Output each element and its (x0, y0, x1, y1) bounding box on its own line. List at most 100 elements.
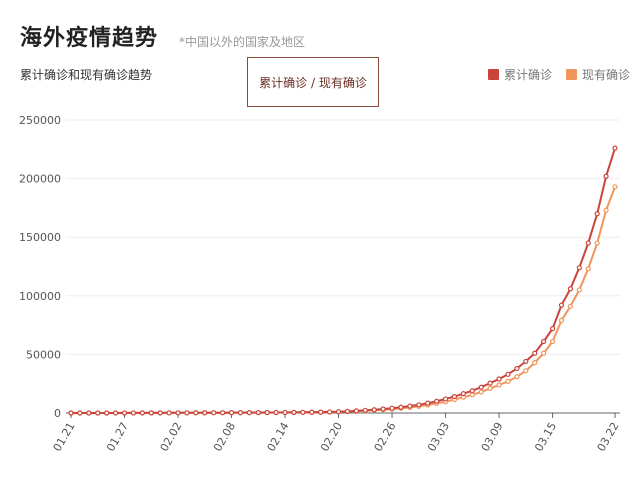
data-point (594, 211, 600, 217)
data-point (478, 389, 484, 395)
x-tick-label: 02.02 (158, 420, 185, 454)
data-point (362, 407, 368, 413)
data-point (398, 404, 404, 410)
data-point (389, 405, 395, 411)
y-tick-label: 200000 (19, 173, 61, 186)
y-tick-label: 0 (54, 407, 61, 420)
data-point (77, 410, 83, 416)
data-point (202, 410, 208, 416)
data-point (148, 410, 154, 416)
data-point (309, 409, 315, 415)
legend-item-cumulative[interactable]: 累计确诊 (487, 66, 552, 83)
data-point (273, 409, 279, 416)
data-point (416, 402, 422, 408)
legend-item-current[interactable]: 现有确诊 (565, 66, 630, 83)
data-point (68, 410, 74, 416)
data-point (434, 398, 440, 404)
x-tick-label: 01.21 (51, 420, 78, 454)
data-point (469, 388, 475, 394)
data-point (353, 408, 359, 414)
data-point (344, 408, 351, 414)
data-point (104, 410, 110, 416)
data-point (282, 409, 288, 416)
data-point (594, 240, 600, 246)
legend: 累计确诊 现有确诊 (487, 66, 630, 83)
y-tick-label: 50000 (26, 348, 61, 361)
data-point (469, 392, 475, 398)
data-point (541, 350, 547, 356)
data-point (532, 360, 538, 366)
x-tick-label: 03.09 (479, 420, 506, 454)
data-point (514, 365, 520, 372)
series-1 (68, 184, 618, 416)
data-point (541, 338, 547, 345)
data-point (603, 207, 609, 213)
data-point (175, 410, 181, 416)
tooltip: 累计确诊 / 现有确诊 (247, 57, 379, 107)
data-point (514, 374, 520, 380)
data-point (612, 145, 618, 151)
grid-lines (66, 119, 620, 355)
data-point (576, 265, 582, 271)
x-tick-label: 02.14 (265, 420, 292, 454)
data-point (95, 410, 101, 416)
y-tick-label: 100000 (19, 290, 61, 303)
data-point (335, 409, 342, 415)
data-point (442, 396, 449, 402)
y-tick-label: 250000 (19, 114, 61, 127)
data-point (380, 406, 386, 412)
page-title: 海外疫情趋势 (20, 26, 159, 51)
data-point (505, 371, 511, 377)
x-tick-label: 03.15 (532, 420, 559, 454)
data-point (532, 350, 538, 356)
data-point (237, 410, 244, 416)
series-line (71, 186, 616, 414)
legend-label-current: 现有确诊 (581, 68, 630, 82)
data-point (496, 376, 502, 382)
legend-label-cumulative: 累计确诊 (503, 68, 552, 82)
y-axis: 0 50000 100000 150000 200000 250000 (19, 114, 61, 420)
x-tick-label: 02.08 (211, 420, 238, 454)
data-point (487, 385, 493, 391)
data-point (121, 410, 128, 416)
data-point (523, 368, 529, 374)
page-note: *中国以外的国家及地区 (179, 35, 306, 49)
data-point (612, 184, 618, 190)
data-point (585, 240, 591, 246)
x-tick-label: 03.03 (425, 420, 452, 454)
data-point (603, 173, 609, 179)
data-point (86, 410, 92, 416)
data-point (246, 409, 252, 416)
data-point (291, 409, 297, 415)
data-point (166, 410, 172, 416)
x-tick-label: 03.22 (595, 420, 622, 454)
data-point (220, 410, 226, 416)
data-point (157, 410, 163, 416)
series-0 (68, 145, 618, 416)
legend-swatch-cumulative (487, 69, 499, 80)
data-point (451, 393, 458, 400)
x-axis: 01.21 01.27 02.02 02.08 02.14 02.20 02.26 03.03… (51, 412, 622, 454)
data-point (585, 266, 591, 272)
series-layer (68, 145, 618, 416)
x-tick-label: 01.27 (104, 420, 131, 454)
data-point (184, 410, 190, 416)
x-tick-label: 02.20 (318, 420, 345, 454)
data-point (576, 287, 582, 293)
data-point (211, 410, 217, 416)
data-point (371, 407, 377, 413)
y-tick-label: 150000 (19, 231, 61, 244)
data-point (558, 302, 565, 308)
data-point (228, 410, 235, 416)
legend-swatch-current (565, 69, 577, 80)
data-point (478, 384, 484, 390)
data-point (327, 409, 333, 415)
data-point (567, 303, 574, 309)
data-point (558, 317, 565, 324)
data-point (549, 338, 556, 345)
data-point (460, 391, 466, 397)
series-line (71, 147, 616, 414)
data-point (487, 380, 493, 386)
data-point (300, 409, 306, 415)
